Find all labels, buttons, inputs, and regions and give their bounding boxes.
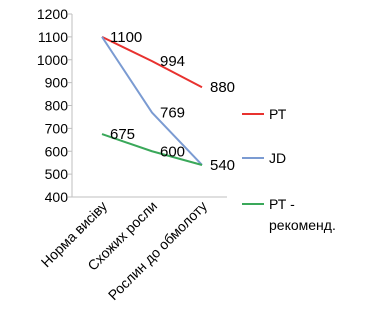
series-line xyxy=(101,133,203,166)
data-labels: 994 880 1100 769 540 675 600 xyxy=(110,29,235,174)
data-label: 994 xyxy=(160,53,185,70)
x-tick-label: Рослин до обмолоту xyxy=(105,198,210,303)
y-axis-ticks: 400 500 600 700 800 900 1000 1100 1200 xyxy=(37,6,72,205)
y-tick-label: 800 xyxy=(45,98,69,114)
series-line xyxy=(101,36,203,166)
y-tick-label: 1000 xyxy=(37,52,68,68)
legend-label: JD xyxy=(269,150,286,166)
data-label: 1100 xyxy=(110,29,142,46)
legend-label: РТ xyxy=(269,106,287,122)
y-tick-label: 1200 xyxy=(37,6,68,22)
data-label: 769 xyxy=(160,105,185,122)
y-tick-label: 500 xyxy=(45,166,69,182)
legend: РТ JD РТ - рекоменд. xyxy=(242,106,336,233)
y-tick-label: 600 xyxy=(45,143,69,159)
y-tick-label: 900 xyxy=(45,75,69,91)
axes xyxy=(71,14,227,198)
y-tick-label: 1100 xyxy=(38,29,68,45)
y-tick-label: 700 xyxy=(45,120,69,136)
legend-label: РТ - xyxy=(269,196,295,212)
series-line xyxy=(101,35,203,89)
data-label: 675 xyxy=(110,126,135,143)
data-label: 600 xyxy=(160,143,185,160)
data-label: 540 xyxy=(210,157,235,174)
legend-label: рекоменд. xyxy=(269,217,336,233)
y-tick-label: 400 xyxy=(45,189,69,205)
series-lines xyxy=(101,35,203,166)
data-label: 880 xyxy=(210,79,235,96)
